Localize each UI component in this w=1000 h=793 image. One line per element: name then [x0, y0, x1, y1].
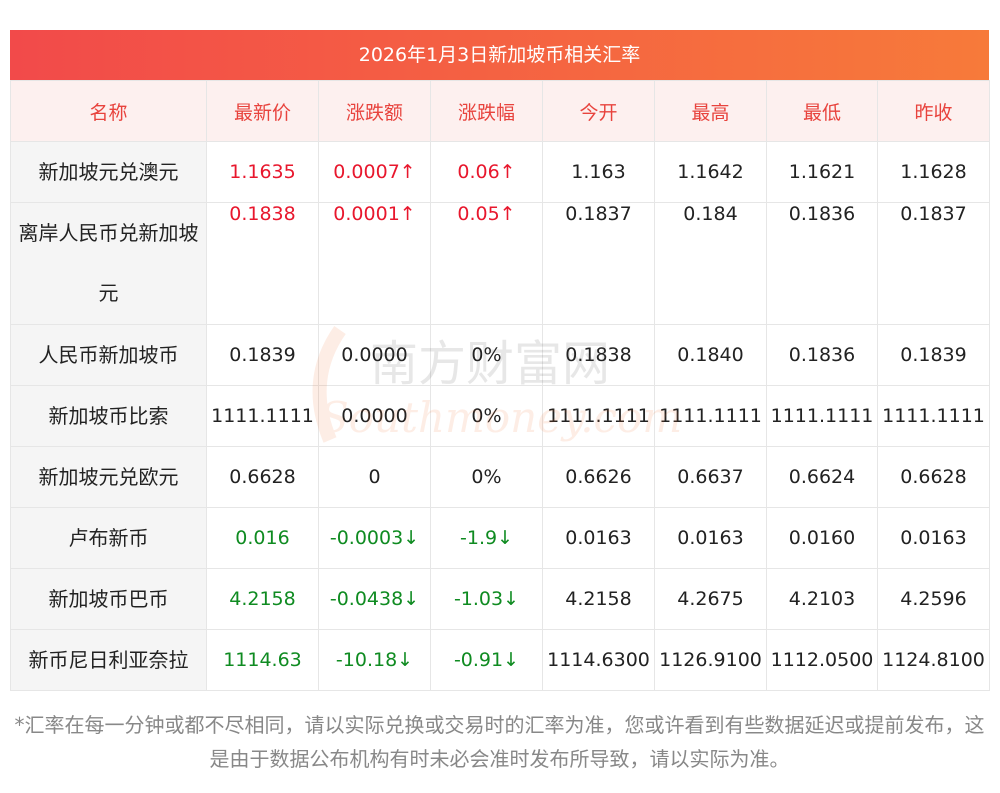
row-prev-close: 0.1837: [877, 202, 990, 325]
row-open: 0.6626: [542, 446, 655, 508]
row-change-pct: 0.06↑: [430, 141, 543, 203]
row-latest: 1114.63: [206, 629, 319, 691]
row-high: 0.184: [654, 202, 767, 325]
row-latest: 0.016: [206, 507, 319, 569]
header-low: 最低: [766, 80, 878, 142]
header-change: 涨跌额: [318, 80, 431, 142]
row-name: 新加坡币比索: [10, 385, 207, 447]
header-prev-close: 昨收: [877, 80, 990, 142]
header-open: 今开: [542, 80, 655, 142]
row-high: 0.1840: [654, 324, 767, 386]
row-name: 人民币新加坡币: [10, 324, 207, 386]
row-latest: 4.2158: [206, 568, 319, 630]
table-row: 离岸人民币兑新加坡元 0.1838 0.0001↑ 0.05↑ 0.1837 0.184 0…: [10, 202, 990, 325]
row-open: 1111.1111: [542, 385, 655, 447]
row-change-pct: -1.9↓: [430, 507, 543, 569]
row-high: 1126.9100: [654, 629, 767, 691]
row-change: -0.0438↓: [318, 568, 431, 630]
row-prev-close: 0.1839: [877, 324, 990, 386]
row-change: 0.0007↑: [318, 141, 431, 203]
row-change: 0.0001↑: [318, 202, 431, 325]
row-name: 新币尼日利亚奈拉: [10, 629, 207, 691]
row-open: 0.1837: [542, 202, 655, 325]
row-prev-close: 1.1628: [877, 141, 990, 203]
row-change-pct: 0%: [430, 385, 543, 447]
row-change: -10.18↓: [318, 629, 431, 691]
row-name: 新加坡元兑欧元: [10, 446, 207, 508]
row-latest: 0.1838: [206, 202, 319, 325]
header-name: 名称: [10, 80, 207, 142]
row-high: 0.6637: [654, 446, 767, 508]
row-change: 0: [318, 446, 431, 508]
table-title: 2026年1月3日新加坡币相关汇率: [10, 30, 989, 80]
row-open: 1.163: [542, 141, 655, 203]
row-latest: 0.6628: [206, 446, 319, 508]
row-low: 4.2103: [766, 568, 878, 630]
row-open: 0.1838: [542, 324, 655, 386]
row-change-pct: 0%: [430, 324, 543, 386]
row-change-pct: -0.91↓: [430, 629, 543, 691]
row-low: 0.0160: [766, 507, 878, 569]
row-prev-close: 4.2596: [877, 568, 990, 630]
row-open: 0.0163: [542, 507, 655, 569]
row-low: 0.1836: [766, 324, 878, 386]
table-row: 新加坡币比索 1111.1111 0.0000 0% 1111.1111 1111.111…: [10, 385, 990, 447]
row-change: 0.0000: [318, 385, 431, 447]
row-high: 4.2675: [654, 568, 767, 630]
disclaimer-note: *汇率在每一分钟或都不尽相同，请以实际兑换或交易时的汇率为准，您或许看到有些数据…: [14, 713, 985, 771]
row-latest: 1111.1111: [206, 385, 319, 447]
row-prev-close: 1124.8100: [877, 629, 990, 691]
row-change-pct: -1.03↓: [430, 568, 543, 630]
header-latest: 最新价: [206, 80, 319, 142]
table-row: 新币尼日利亚奈拉 1114.63 -10.18↓ -0.91↓ 1114.6300 112…: [10, 629, 990, 691]
table-header-row: 名称 最新价 涨跌额 涨跌幅 今开 最高 最低 昨收: [10, 80, 990, 142]
row-low: 1.1621: [766, 141, 878, 203]
rate-panel: 2026年1月3日新加坡币相关汇率 名称 最新价 涨跌额 涨跌幅 今开 最高 最…: [10, 30, 990, 691]
row-prev-close: 0.6628: [877, 446, 990, 508]
row-name: 离岸人民币兑新加坡元: [10, 202, 207, 325]
row-prev-close: 1111.1111: [877, 385, 990, 447]
row-change: -0.0003↓: [318, 507, 431, 569]
row-latest: 1.1635: [206, 141, 319, 203]
row-open: 4.2158: [542, 568, 655, 630]
row-change-pct: 0.05↑: [430, 202, 543, 325]
row-low: 1112.0500: [766, 629, 878, 691]
row-change: 0.0000: [318, 324, 431, 386]
table-row: 新加坡元兑澳元 1.1635 0.0007↑ 0.06↑ 1.163 1.1642 1.16…: [10, 141, 990, 203]
row-high: 1.1642: [654, 141, 767, 203]
row-high: 0.0163: [654, 507, 767, 569]
row-low: 1111.1111: [766, 385, 878, 447]
table-row: 卢布新币 0.016 -0.0003↓ -1.9↓ 0.0163 0.0163 0.0160…: [10, 507, 990, 569]
row-latest: 0.1839: [206, 324, 319, 386]
row-prev-close: 0.0163: [877, 507, 990, 569]
row-open: 1114.6300: [542, 629, 655, 691]
row-name: 新加坡元兑澳元: [10, 141, 207, 203]
header-high: 最高: [654, 80, 767, 142]
row-name: 新加坡币巴币: [10, 568, 207, 630]
row-low: 0.6624: [766, 446, 878, 508]
row-change-pct: 0%: [430, 446, 543, 508]
header-change-pct: 涨跌幅: [430, 80, 543, 142]
row-high: 1111.1111: [654, 385, 767, 447]
row-low: 0.1836: [766, 202, 878, 325]
table-row: 新加坡元兑欧元 0.6628 0 0% 0.6626 0.6637 0.6624 0.6628: [10, 446, 990, 508]
table-row: 新加坡币巴币 4.2158 -0.0438↓ -1.03↓ 4.2158 4.2675 4.…: [10, 568, 990, 630]
table-row: 人民币新加坡币 0.1839 0.0000 0% 0.1838 0.1840 0.1836 0…: [10, 324, 990, 386]
row-name: 卢布新币: [10, 507, 207, 569]
exchange-rate-table: 名称 最新价 涨跌额 涨跌幅 今开 最高 最低 昨收 新加坡元兑澳元 1.1635…: [10, 80, 990, 691]
